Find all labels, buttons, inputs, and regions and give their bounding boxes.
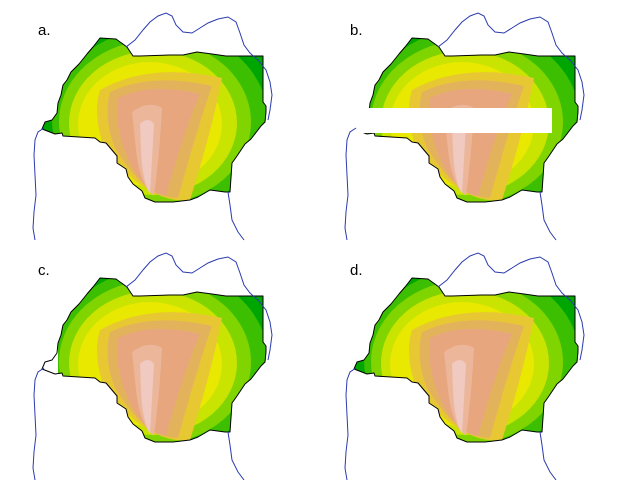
panel-label-a: a. <box>38 22 51 39</box>
panel-label-c: c. <box>38 262 50 279</box>
map-panel-d: d. <box>344 252 585 480</box>
map-panel-b: b. <box>344 12 585 241</box>
map-panel-a: a. <box>32 12 273 241</box>
map-panel-c: c. <box>32 252 273 480</box>
panel-label-b: b. <box>350 22 363 39</box>
panel-label-d: d. <box>350 262 363 279</box>
